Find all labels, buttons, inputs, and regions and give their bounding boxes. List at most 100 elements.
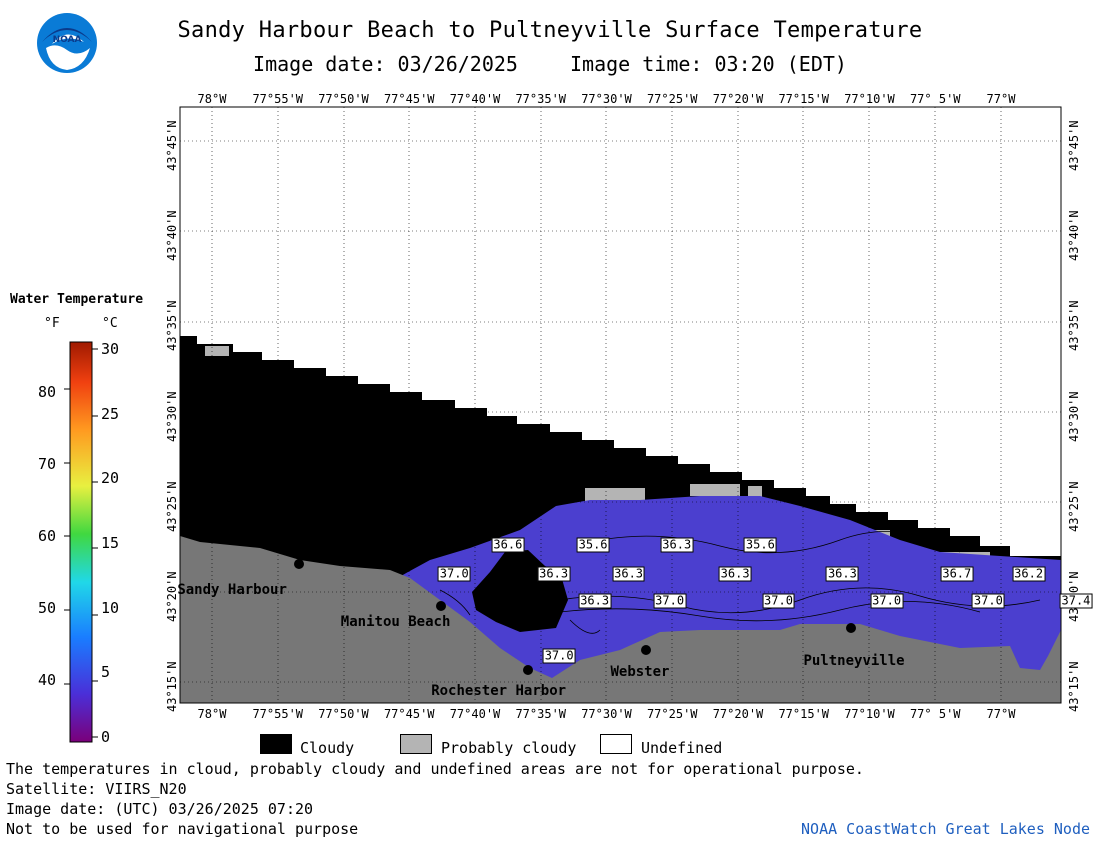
latitude-label: 43°15'N (165, 661, 179, 713)
map-frame (179, 106, 1062, 704)
legend-unit-f: °F (44, 316, 60, 331)
legend-f-tick: 60 (38, 526, 57, 545)
latitude-label: 43°40'N (1067, 210, 1081, 262)
longitude-label: 77°W (986, 92, 1016, 106)
temperature-value-label: 37.0 (437, 566, 471, 582)
longitude-label: 77°20'W (712, 92, 764, 106)
longitude-label: 77°15'W (778, 707, 830, 721)
latitude-label: 43°45'N (165, 120, 179, 171)
temperature-contours (439, 530, 1041, 634)
temperature-value-label: 36.6 (491, 537, 525, 553)
legend-c-tick: 20 (101, 469, 120, 488)
image-date: Image date: 03/26/2025 (253, 52, 518, 76)
longitude-label: 77°50'W (318, 707, 369, 721)
longitude-label: 77°25'W (646, 92, 698, 106)
key-undefined-label: Undefined (641, 739, 723, 757)
key-undefined-swatch (600, 734, 632, 754)
latitude-label: 43°25'N (165, 481, 179, 532)
temperature-value-label: 35.6 (576, 537, 610, 553)
footer-utc-date: Image date: (UTC) 03/26/2025 07:20 (6, 800, 314, 818)
temperature-value-label: 36.3 (537, 566, 571, 582)
legend-f-tick: 70 (38, 454, 57, 473)
temperature-value-label: 36.3 (578, 593, 612, 609)
longitude-label: 77°15'W (778, 92, 830, 106)
place-label: Pultneyville (803, 653, 905, 670)
temperature-value-label: 36.7 (940, 566, 974, 582)
noaa-logo-text: NOAA (53, 35, 82, 45)
longitude-label: 77°30'W (581, 707, 632, 721)
longitude-label: 77°45'W (383, 92, 435, 106)
longitude-label: 77°40'W (449, 707, 501, 721)
latitude-label: 43°15'N (1067, 661, 1081, 713)
key-probably-cloudy-label: Probably cloudy (441, 739, 577, 757)
image-time: Image time: 03:20 (EDT) (570, 52, 847, 76)
key-cloudy-swatch (260, 734, 292, 754)
temperature-colorbar (69, 341, 93, 743)
longitude-label: 77°35'W (515, 707, 567, 721)
longitude-label: 77°10'W (844, 92, 895, 106)
footer-note: The temperatures in cloud, probably clou… (6, 760, 864, 778)
temperature-value-label: 35.6 (743, 537, 777, 553)
longitude-label: 77°10'W (844, 707, 895, 721)
place-markers (294, 559, 856, 675)
temperature-value-label: 37.0 (870, 593, 904, 609)
longitude-label: 77°W (986, 707, 1016, 721)
longitude-label: 77°20'W (712, 707, 764, 721)
temperature-value-label: 36.3 (718, 566, 752, 582)
temperature-value-label: 36.3 (825, 566, 859, 582)
footer-credit: NOAA CoastWatch Great Lakes Node (801, 820, 1090, 838)
temperature-value-label: 37.0 (653, 593, 687, 609)
map-title: Sandy Harbour Beach to Pultneyville Surf… (177, 18, 923, 43)
place-label: Sandy Harbour (177, 581, 287, 598)
land-area (180, 536, 1061, 703)
longitude-label: 77°55'W (252, 707, 304, 721)
longitude-label: 77°50'W (318, 92, 369, 106)
legend-c-tick: 5 (101, 663, 111, 682)
longitude-label: 77° 5'W (909, 707, 961, 721)
longitude-label: 77°25'W (646, 707, 698, 721)
longitude-label: 77°35'W (515, 92, 567, 106)
latitude-label: 43°35'N (1067, 300, 1081, 352)
temperature-value-label: 37.0 (762, 593, 795, 609)
footer-nav-warning: Not to be used for navigational purpose (6, 820, 359, 838)
legend-f-tick: 80 (38, 383, 57, 402)
legend-f-tick: 50 (38, 598, 57, 617)
map-subtitle: Image date: 03/26/2025 Image time: 03:20… (0, 52, 1100, 76)
place-label: Rochester Harbor (431, 683, 567, 700)
temperature-value-label: 37.4 (1059, 593, 1093, 609)
temperature-value-label: 37.0 (542, 648, 576, 664)
longitude-label: 77°45'W (383, 707, 435, 721)
longitude-label: 78°W (197, 92, 227, 106)
longitude-label: 77° 5'W (909, 92, 961, 106)
latitude-label: 43°45'N (1067, 120, 1081, 171)
footer-satellite: Satellite: VIIRS_N20 (6, 780, 187, 798)
legend-c-tick: 15 (101, 534, 120, 552)
temperature-value-label: 36.2 (1012, 566, 1046, 582)
place-label: Webster (610, 664, 670, 681)
longitude-label: 77°40'W (449, 92, 501, 106)
legend-f-tick: 40 (38, 670, 57, 689)
colorbar-ticks (64, 348, 98, 738)
latitude-label: 43°35'N (165, 300, 179, 352)
latitude-label: 43°40'N (165, 210, 179, 262)
key-probably-cloudy-swatch (400, 734, 432, 754)
legend-title: Water Temperature (10, 292, 144, 307)
longitude-label: 77°30'W (581, 92, 632, 106)
legend-c-tick: 30 (101, 340, 120, 358)
latitude-label: 43°30'N (1067, 390, 1081, 442)
latitude-label: 43°30'N (165, 390, 179, 442)
place-label: Manitou Beach (340, 614, 451, 631)
temperature-value-label: 37.0 (971, 593, 1005, 609)
temperature-value-label: 36.3 (612, 566, 646, 582)
key-cloudy-label: Cloudy (300, 739, 355, 757)
legend-unit-c: °C (102, 316, 118, 331)
legend-c-tick: 25 (101, 404, 120, 423)
legend-c-tick: 0 (101, 728, 111, 746)
latitude-label: 43°25'N (1067, 481, 1081, 532)
temperature-value-label: 36.3 (660, 537, 694, 553)
noaa-logo-icon: NOAA (36, 12, 98, 74)
longitude-label: 78°W (197, 707, 227, 721)
longitude-label: 77°55'W (252, 92, 304, 106)
legend-c-tick: 10 (101, 598, 120, 617)
